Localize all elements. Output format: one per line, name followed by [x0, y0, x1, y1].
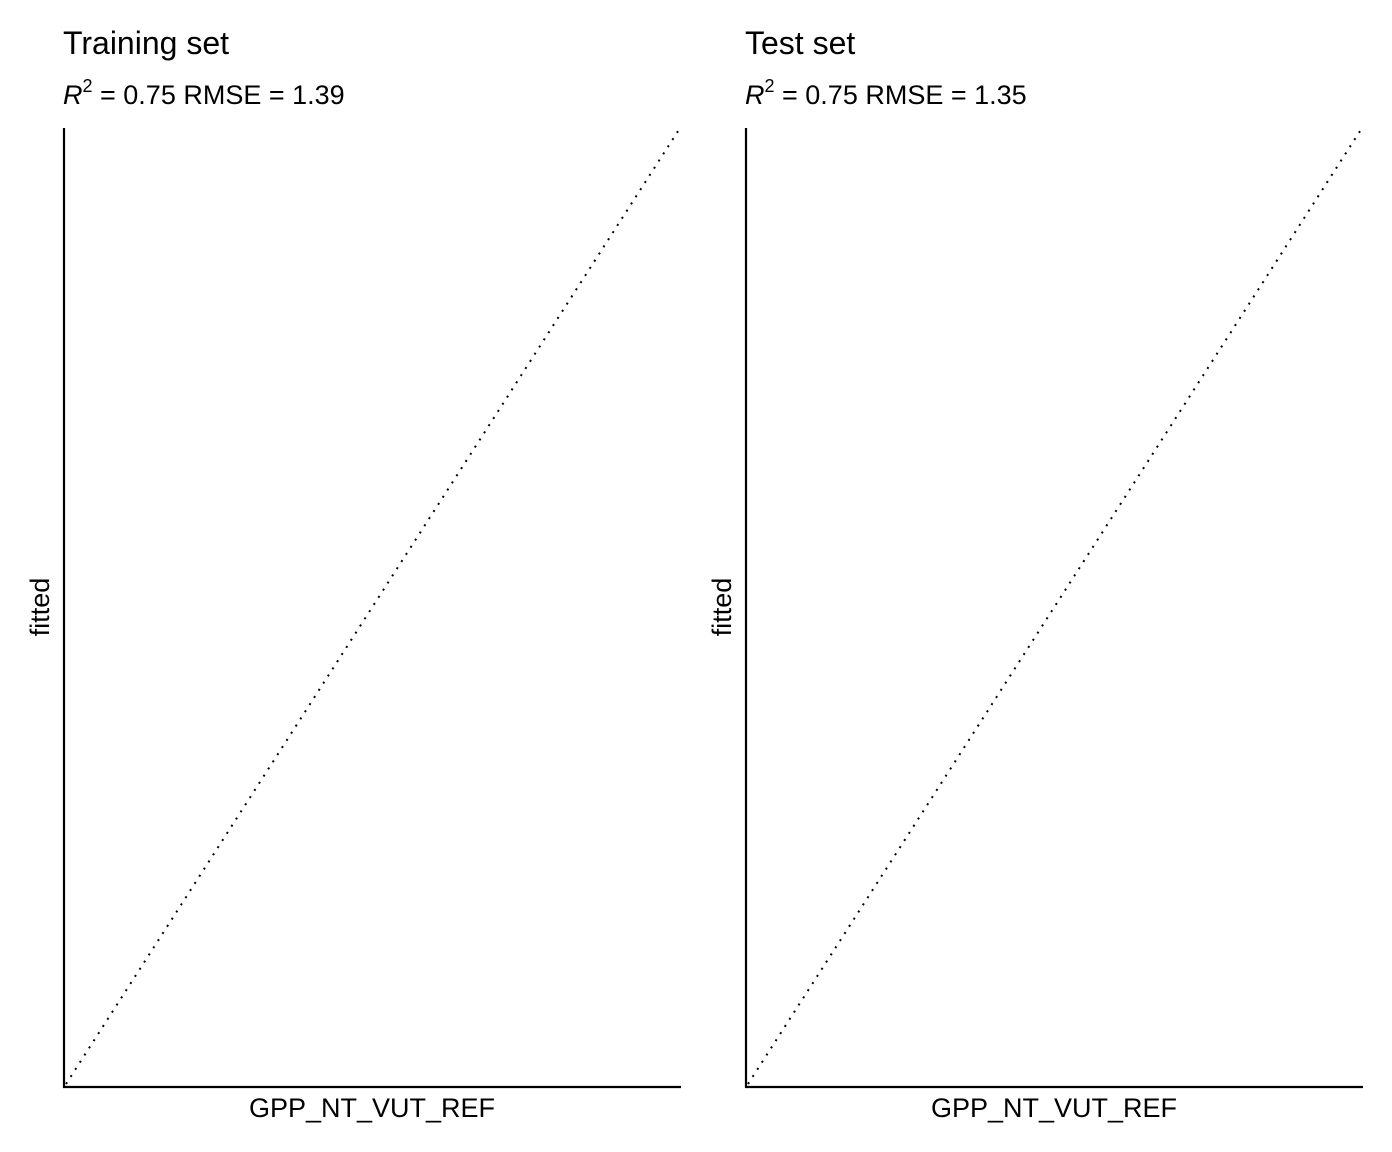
training-panel: Training set R2 = 0.75 RMSE = 1.39 GPP_N… [0, 0, 690, 1152]
r2-exponent: 2 [764, 76, 775, 96]
metrics-text: = 0.75 RMSE = 1.35 [774, 80, 1027, 110]
plot-area: GPP_NT_VUT_REF fitted [25, 127, 681, 1123]
x-axis-label: GPP_NT_VUT_REF [931, 1093, 1177, 1123]
reference-line [65, 127, 681, 1085]
y-axis-label: fitted [707, 578, 737, 637]
reference-line [747, 127, 1363, 1085]
r2-exponent: 2 [82, 76, 93, 96]
y-axis-label: fitted [25, 578, 55, 637]
x-axis-label: GPP_NT_VUT_REF [249, 1093, 495, 1123]
test-panel: Test set R2 = 0.75 RMSE = 1.35 GPP_NT_VU… [682, 0, 1372, 1152]
r2-symbol: R [745, 80, 765, 110]
chart-subtitle: R2 = 0.75 RMSE = 1.39 [63, 76, 345, 112]
chart-subtitle: R2 = 0.75 RMSE = 1.35 [745, 76, 1027, 112]
chart-title: Test set [745, 25, 856, 61]
r2-symbol: R [63, 80, 83, 110]
chart-title: Training set [63, 25, 229, 61]
metrics-text: = 0.75 RMSE = 1.39 [92, 80, 345, 110]
plot-area: GPP_NT_VUT_REF fitted [707, 127, 1363, 1123]
